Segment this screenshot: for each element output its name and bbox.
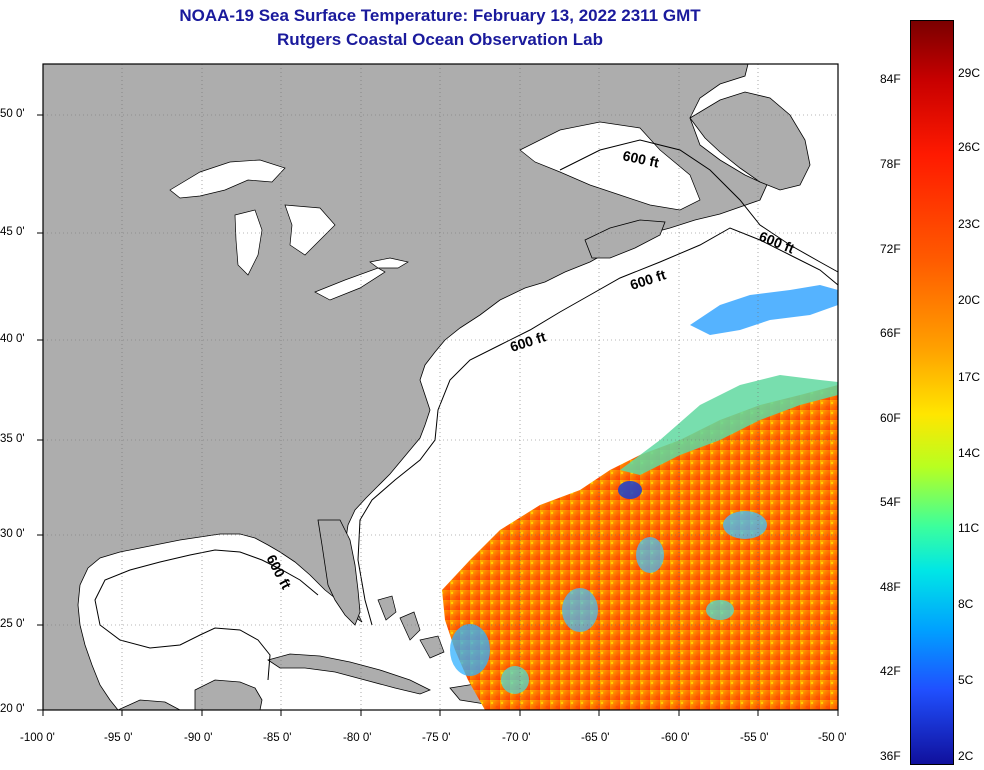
lake-michigan xyxy=(234,209,263,276)
lon-tick-75: -75 0' xyxy=(422,732,451,744)
sst-cool-eddy-3 xyxy=(562,588,598,632)
colorbar-c-23: 23C xyxy=(958,217,981,231)
lake-erie xyxy=(314,267,386,301)
land-cuba xyxy=(267,653,431,695)
colorbar-f-78: 78F xyxy=(880,157,901,171)
lon-tick-80: -80 0' xyxy=(343,732,372,744)
sst-cool-eddy-6 xyxy=(501,666,529,694)
lon-tick-60: -60 0' xyxy=(661,732,690,744)
axis-ticks xyxy=(37,114,839,716)
sst-cool-eddy-5 xyxy=(450,624,490,676)
lon-tick-95: -95 0' xyxy=(104,732,133,744)
colorbar-f-84: 84F xyxy=(880,72,901,86)
colorbar-c-8: 8C xyxy=(958,597,974,611)
contour-label-1: 600 ft xyxy=(621,147,660,170)
colorbar-f-60: 60F xyxy=(880,411,901,425)
colorbar-f-36: 36F xyxy=(880,749,901,763)
bahamas xyxy=(377,595,445,659)
sst-cool-eddy-4 xyxy=(636,537,664,573)
sst-cool-eddy-7 xyxy=(706,600,734,620)
lake-superior xyxy=(169,159,286,199)
colorbar-f-66: 66F xyxy=(880,326,901,340)
map-title: NOAA-19 Sea Surface Temperature: Februar… xyxy=(179,6,701,25)
land-nova-scotia xyxy=(584,219,666,259)
sst-cool-eddy-2 xyxy=(723,511,767,539)
lon-tick-55: -55 0' xyxy=(740,732,769,744)
land-north-america xyxy=(42,63,771,711)
colorbar-f-54: 54F xyxy=(880,495,901,509)
sst-cool-front xyxy=(620,375,838,475)
colorbar-c-2: 2C xyxy=(958,749,974,763)
temperature-colorbar xyxy=(910,20,954,765)
lat-tick-45: 45 0' xyxy=(0,226,25,238)
colorbar-c-14: 14C xyxy=(958,446,981,460)
colorbar-f-48: 48F xyxy=(880,580,901,594)
grid xyxy=(43,64,838,710)
colorbar-f-72: 72F xyxy=(880,242,901,256)
lake-huron xyxy=(284,204,336,256)
colorbar-f-42: 42F xyxy=(880,664,901,678)
lat-tick-50: 50 0' xyxy=(0,108,25,120)
lat-tick-35: 35 0' xyxy=(0,433,25,445)
contour-600ft-north xyxy=(559,139,839,273)
contour-600ft-atlantic xyxy=(357,227,839,626)
colorbar-c-17: 17C xyxy=(958,370,981,384)
lat-tick-20: 20 0' xyxy=(0,703,25,715)
lat-tick-25: 25 0' xyxy=(0,618,25,630)
lon-tick-70: -70 0' xyxy=(502,732,531,744)
lon-tick-85: -85 0' xyxy=(263,732,292,744)
land-newfoundland xyxy=(689,91,811,191)
sst-cool-patches-north xyxy=(690,285,838,335)
lon-tick-100: -100 0' xyxy=(20,732,55,744)
lat-tick-40: 40 0' xyxy=(0,333,25,345)
map-subtitle: Rutgers Coastal Ocean Observation Lab xyxy=(277,30,603,49)
lon-tick-50: -50 0' xyxy=(818,732,847,744)
colorbar-c-11: 11C xyxy=(958,521,980,535)
contour-600ft-gulf xyxy=(94,549,319,681)
colorbar-c-5: 5C xyxy=(958,673,974,687)
lat-tick-30: 30 0' xyxy=(0,528,25,540)
gulf-st-lawrence xyxy=(519,121,701,211)
colorbar-c-29: 29C xyxy=(958,66,981,80)
lon-tick-90: -90 0' xyxy=(184,732,213,744)
colorbar-c-20: 20C xyxy=(958,293,981,307)
colorbar-c-26: 26C xyxy=(958,140,981,154)
lake-ontario xyxy=(369,257,409,269)
lon-tick-65: -65 0' xyxy=(581,732,610,744)
sst-cold-eddy-1 xyxy=(618,481,642,499)
